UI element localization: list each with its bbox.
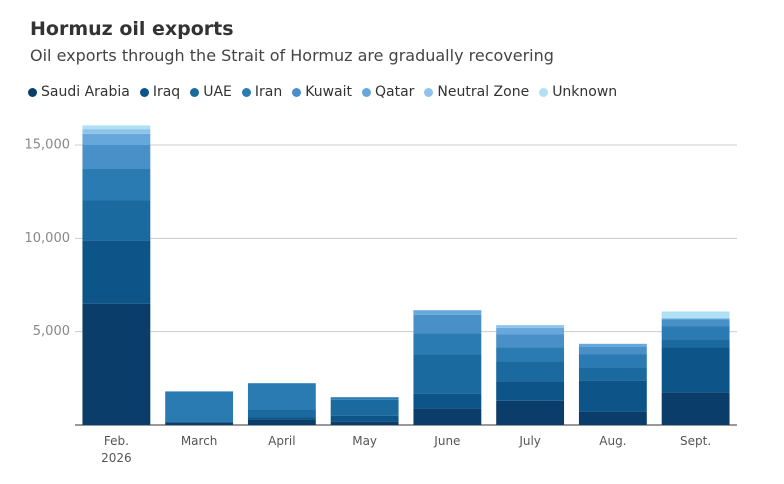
legend-label: Neutral Zone [437, 84, 530, 100]
bar-segment [496, 347, 565, 362]
bar-segment [82, 129, 151, 134]
bar-segment [247, 383, 316, 410]
x-tick-label: May [352, 434, 378, 448]
bar-segment [578, 346, 647, 355]
bar-segment [330, 397, 399, 400]
bar-segment [82, 240, 151, 304]
bar-segment [496, 325, 565, 328]
bar-segment [661, 311, 730, 319]
bar-segment [82, 133, 151, 145]
bar-segment [247, 419, 316, 425]
legend-swatch [292, 87, 302, 97]
legend-label: Qatar [374, 84, 415, 100]
bar-segment [82, 145, 151, 169]
x-tick-label: March [180, 434, 218, 448]
x-tick-label: July [519, 434, 541, 448]
x-tick-label: June [434, 434, 461, 448]
legend-item: Qatar [361, 84, 415, 100]
chart-subtitle: Oil exports through the Strait of Hormuz… [30, 46, 554, 65]
legend-item: Iraq [139, 84, 181, 100]
bar-segment [496, 361, 565, 382]
legend-label: Iraq [152, 84, 181, 100]
bar-segment [496, 327, 565, 335]
bar-segment [82, 125, 151, 130]
chart-title: Hormuz oil exports [30, 18, 234, 40]
bar-segment [413, 355, 482, 394]
bar-segment [82, 168, 151, 201]
bar-segment [330, 399, 399, 416]
bar-segment [578, 367, 647, 381]
legend-swatch [241, 87, 251, 97]
bar-segment [413, 393, 482, 409]
bar-segment [661, 319, 730, 327]
legend-swatch [539, 87, 549, 97]
bar-segment [661, 326, 730, 340]
legend-item: Iran [241, 84, 283, 100]
bar-segment [496, 400, 565, 425]
legend-label: UAE [203, 84, 232, 100]
legend-item: Saudi Arabia [28, 84, 130, 100]
bar-segment [165, 422, 234, 425]
bar-segment [247, 409, 316, 418]
bar-segment [413, 408, 482, 425]
legend-swatch [361, 87, 371, 97]
x-tick-label: Feb. 2026 [101, 434, 132, 465]
bar-segment [413, 310, 482, 315]
bar-segment [661, 347, 730, 393]
legend-item: Unknown [539, 84, 617, 100]
bar-segment [578, 354, 647, 368]
legend-item: Neutral Zone [424, 84, 529, 100]
x-tick-label: April [268, 434, 296, 448]
legend-label: Iran [254, 84, 283, 100]
legend-item: UAE [190, 84, 232, 100]
bar-segment [413, 333, 482, 355]
x-tick-label: Aug. [599, 434, 627, 448]
legend-label: Saudi Arabia [41, 84, 130, 100]
legend-swatch [139, 87, 149, 97]
legend-swatch [190, 87, 200, 97]
x-tick-label: Sept. [680, 434, 712, 448]
legend-label: Kuwait [305, 84, 352, 100]
legend-swatch [424, 87, 434, 97]
legend-swatch [28, 87, 37, 97]
bar-segment [578, 411, 647, 425]
legend: Saudi Arabia Iraq UAE Iran Kuwait Qatar Neutra… [28, 84, 617, 100]
legend-item: Kuwait [292, 84, 352, 100]
bar-segment [496, 381, 565, 401]
bar-segment [247, 417, 316, 420]
y-tick-label: 5,000 [33, 324, 70, 339]
bar-segment [247, 383, 316, 384]
bar-segment [330, 421, 399, 425]
bar-segment [330, 415, 399, 422]
bar-segment [661, 392, 730, 425]
bar-segment [661, 318, 730, 320]
bar-segment [578, 380, 647, 412]
bar-segment [330, 397, 399, 398]
bar-segment [496, 334, 565, 348]
bar-segment [82, 200, 151, 241]
legend-label: Unknown [552, 84, 618, 100]
bar-segment [165, 391, 234, 423]
bar-segment [661, 339, 730, 348]
y-tick-label: 10,000 [25, 231, 71, 246]
y-tick-label: 15,000 [25, 138, 71, 153]
bar-segment [413, 314, 482, 334]
bar-segment [578, 343, 647, 347]
bar-segment [82, 303, 151, 425]
